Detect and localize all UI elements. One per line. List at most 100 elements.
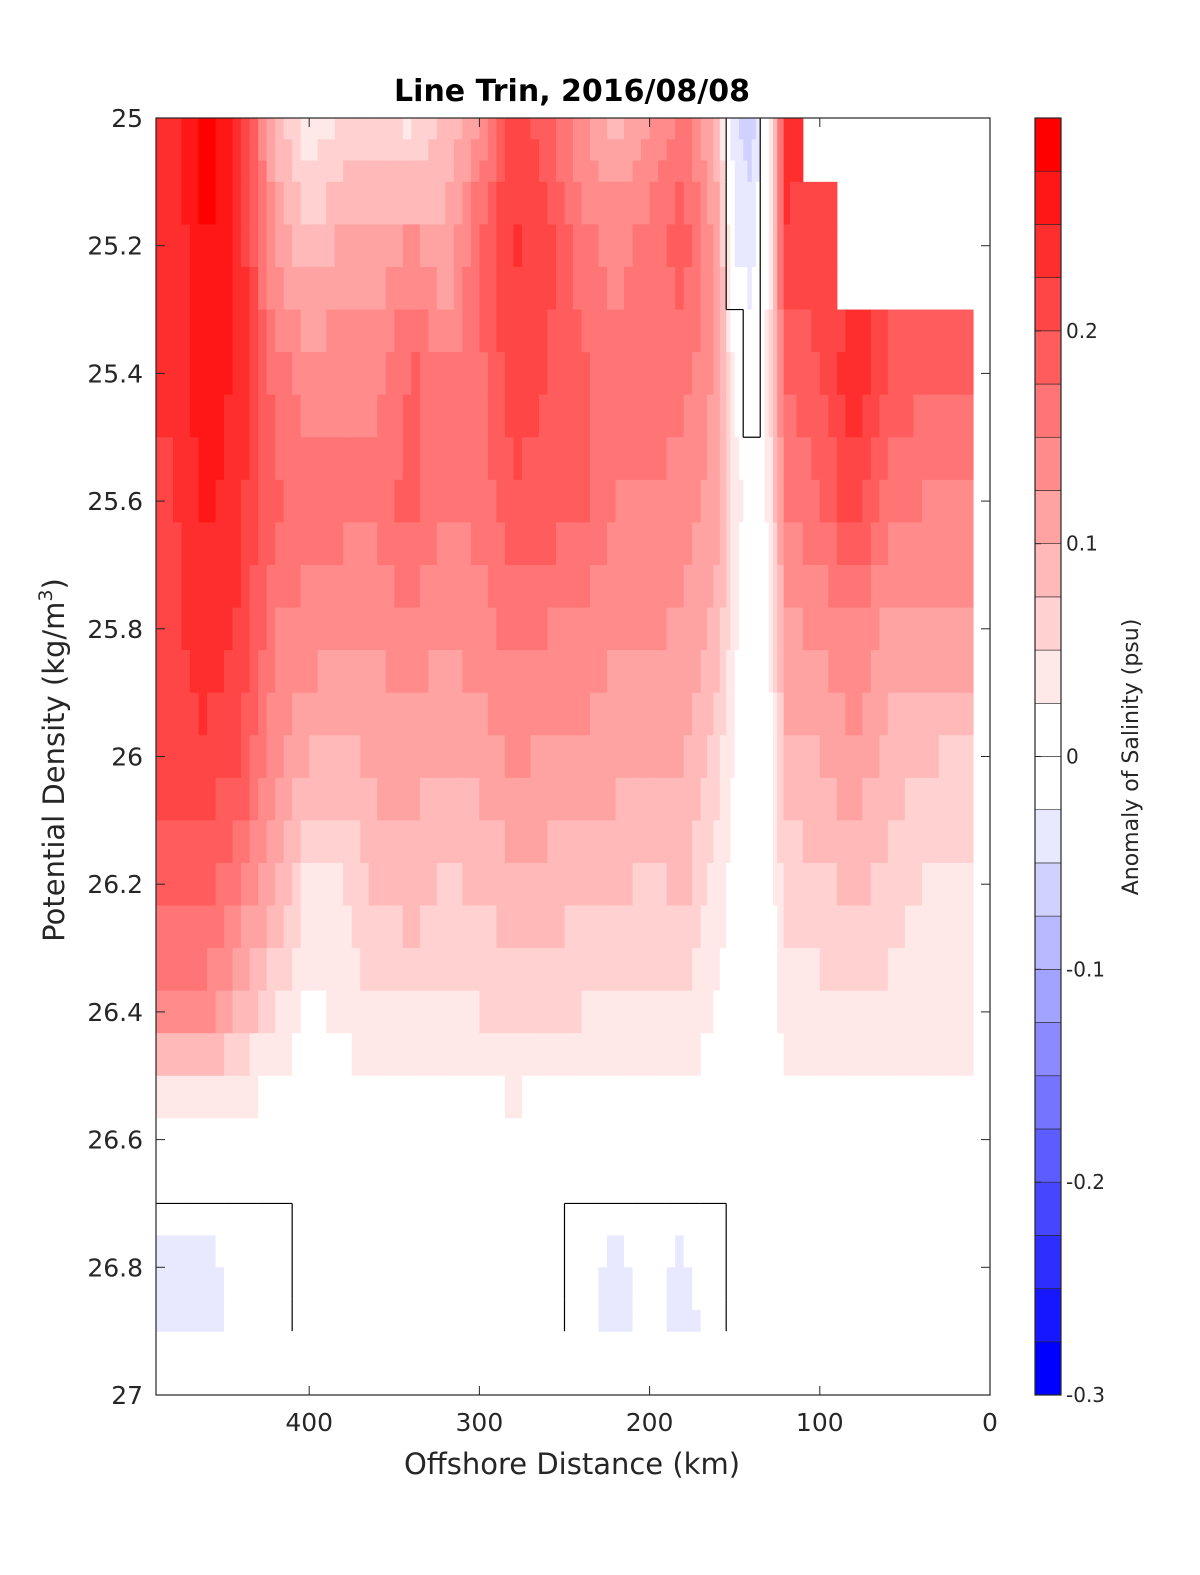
contour-cell: [692, 352, 702, 396]
contour-cell: [436, 862, 446, 907]
contour-cell: [683, 1309, 693, 1322]
contour-cell: [309, 224, 319, 268]
contour-cell: [173, 1235, 183, 1268]
contour-cell: [896, 1033, 906, 1077]
contour-cell: [258, 777, 268, 821]
contour-cell: [470, 352, 480, 396]
contour-cell: [181, 905, 191, 949]
contour-cell: [862, 692, 872, 736]
contour-cell: [207, 224, 217, 268]
contour-cell: [266, 564, 276, 609]
contour-cell: [360, 990, 370, 1034]
contour-cell: [768, 692, 774, 736]
contour-cell: [675, 1320, 685, 1332]
contour-cell: [173, 692, 183, 736]
contour-cell: [730, 948, 736, 992]
contour-cell: [930, 1075, 940, 1119]
contour-cell: [275, 1118, 285, 1162]
colorbar-band: [1034, 383, 1062, 438]
contour-cell: [377, 948, 387, 992]
contour-cell: [615, 309, 625, 353]
contour-cell: [755, 650, 761, 694]
contour-cell: [764, 266, 770, 311]
contour-cell: [607, 1267, 617, 1300]
contour-cell: [768, 479, 774, 523]
contour-cell: [719, 160, 727, 183]
contour-cell: [513, 692, 523, 736]
contour-cell: [309, 1033, 319, 1077]
colorbar-band: [1034, 330, 1062, 385]
contour-cell: [938, 1118, 949, 1162]
contour-cell: [887, 1118, 897, 1162]
contour-cell: [747, 1118, 753, 1162]
contour-cell: [530, 564, 540, 609]
contour-cell: [292, 394, 302, 438]
contour-cell: [555, 650, 566, 694]
contour-cell: [887, 522, 897, 566]
contour-cell: [190, 1320, 200, 1332]
contour-cell: [377, 1203, 387, 1236]
contour-cell: [879, 1118, 889, 1162]
contour-cell: [649, 1235, 659, 1268]
contour-cell: [811, 735, 821, 779]
contour-cell: [547, 1033, 557, 1077]
contour-cell: [487, 990, 498, 1034]
contour-cell: [896, 522, 906, 566]
contour-cell: [496, 1203, 506, 1236]
contour-cell: [632, 905, 642, 949]
contour-cell: [853, 990, 863, 1034]
contour-cell: [790, 394, 797, 438]
contour-cell: [853, 862, 863, 907]
contour-cell: [462, 394, 472, 438]
contour-cell: [530, 352, 540, 396]
contour-cell: [738, 1160, 744, 1205]
contour-cell: [581, 479, 591, 523]
contour-cell: [513, 266, 523, 311]
contour-cell: [764, 990, 770, 1034]
contour-cell: [351, 224, 361, 268]
contour-cell: [743, 479, 749, 523]
contour-cell: [555, 181, 566, 226]
contour-cell: [283, 160, 293, 183]
contour-cell: [496, 394, 506, 438]
contour-cell: [368, 1075, 378, 1119]
contour-cell: [658, 1203, 668, 1236]
y-axis-label-main: Potential Density (kg/m: [37, 602, 71, 942]
contour-cell: [513, 862, 523, 907]
contour-cell: [428, 650, 438, 694]
contour-cell: [428, 309, 438, 353]
contour-cell: [224, 394, 234, 438]
contour-cell: [802, 820, 812, 864]
contour-cell: [862, 650, 872, 694]
contour-cell: [530, 948, 540, 992]
contour-cell: [564, 1118, 574, 1162]
contour-cell: [683, 990, 693, 1034]
contour-cell: [411, 820, 421, 864]
contour-cell: [896, 1299, 906, 1311]
contour-cell: [921, 394, 932, 438]
contour-cell: [713, 650, 721, 694]
contour-cell: [445, 948, 455, 992]
contour-cell: [581, 522, 591, 566]
contour-cell: [658, 990, 668, 1034]
contour-cell: [666, 309, 676, 353]
contour-cell: [624, 1235, 634, 1268]
contour-cell: [862, 820, 872, 864]
contour-cell: [658, 1075, 668, 1119]
contour-cell: [751, 352, 757, 396]
contour-cell: [224, 437, 234, 481]
contour-cell: [581, 735, 591, 779]
contour-cell: [198, 437, 208, 481]
contour-cell: [573, 394, 583, 438]
contour-cell: [326, 352, 336, 396]
contour-cell: [964, 777, 974, 821]
contour-cell: [300, 352, 310, 396]
contour-cell: [964, 309, 974, 353]
contour-cell: [772, 692, 778, 736]
contour-cell: [666, 948, 676, 992]
contour-cell: [964, 948, 974, 992]
contour-cell: [675, 692, 685, 736]
contour-cell: [377, 394, 387, 438]
contour-cell: [385, 309, 395, 353]
contour-cell: [377, 1033, 387, 1077]
